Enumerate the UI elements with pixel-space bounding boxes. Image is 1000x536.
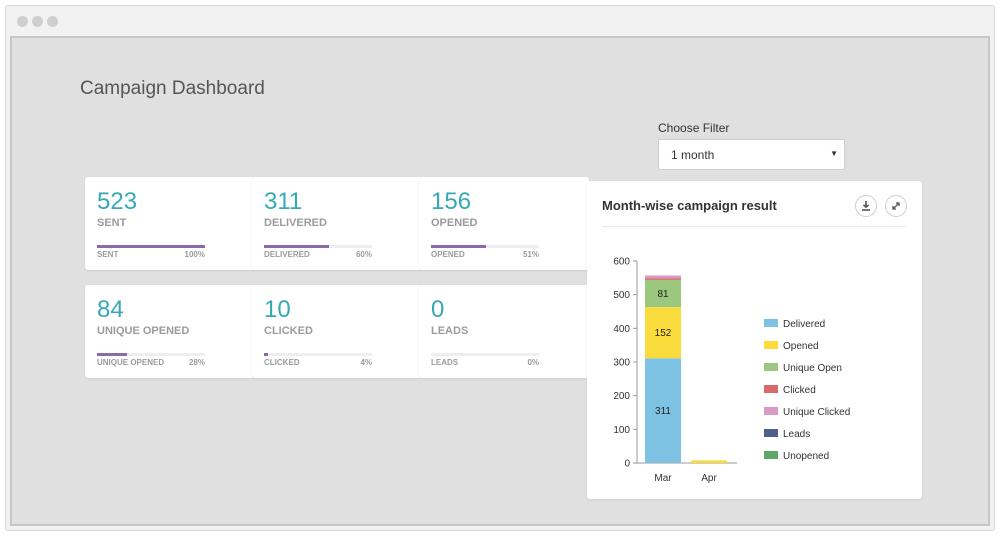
legend-label: Delivered [783, 319, 825, 330]
stat-label: CLICKED [264, 325, 313, 337]
expand-icon[interactable] [885, 195, 907, 217]
data-label: 152 [655, 328, 672, 339]
window-dot-icon [32, 16, 43, 27]
legend-swatch [764, 407, 778, 415]
stat-percent: 0% [527, 358, 539, 367]
stat-percent: 28% [188, 358, 205, 367]
data-label: 311 [655, 406, 671, 417]
stat-progress-fill [264, 245, 329, 248]
bar-segment [645, 307, 681, 359]
stat-card-sent: 523 SENT SENT 100% [85, 177, 255, 270]
stat-card-delivered: 311 DELIVERED DELIVERED 60% [252, 177, 422, 270]
page-title: Campaign Dashboard [80, 78, 265, 99]
stat-value: 0 [431, 296, 445, 323]
bar-segment [645, 275, 681, 279]
stat-progress-fill [97, 245, 205, 248]
chart-divider [602, 226, 907, 227]
bar-segment [645, 279, 681, 308]
stat-card-opened: 156 OPENED OPENED 51% [419, 177, 589, 270]
stat-value: 156 [431, 188, 472, 215]
stat-value: 523 [97, 188, 138, 215]
chart-title: Month-wise campaign result [602, 198, 777, 213]
bar-segment [645, 278, 681, 280]
bar-segment [645, 358, 681, 463]
stat-percent: 51% [522, 250, 539, 259]
stat-progress-track [264, 353, 372, 356]
stat-progress-track [97, 353, 205, 356]
legend-swatch [764, 385, 778, 393]
stat-percent: 100% [184, 250, 205, 259]
browser-window: Campaign Dashboard Choose Filter 1 month… [5, 5, 995, 531]
y-tick-label: 500 [613, 290, 630, 301]
y-tick-label: 100 [613, 425, 630, 436]
legend-label: Unique Open [783, 363, 842, 374]
stat-value: 84 [97, 296, 124, 323]
legend-swatch [764, 341, 778, 349]
download-icon[interactable] [855, 195, 877, 217]
stat-label: OPENED [431, 217, 478, 229]
legend-label: Unique Clicked [783, 407, 850, 418]
filter-selected-value: 1 month [671, 148, 715, 162]
y-tick-label: 0 [624, 459, 630, 470]
stat-label: DELIVERED [264, 217, 327, 229]
x-tick-label: Apr [701, 473, 717, 484]
stat-progress-fill [97, 353, 128, 356]
stat-progress-fill [431, 245, 487, 248]
stat-percent: 4% [360, 358, 372, 367]
legend-label: Unopened [783, 451, 829, 462]
stat-progress-fill [264, 353, 269, 356]
dashboard-content: Campaign Dashboard Choose Filter 1 month… [10, 36, 990, 526]
chart-panel: Month-wise campaign result 0 100 200 300 400… [587, 181, 922, 499]
chevron-down-icon: ▼ [830, 149, 838, 158]
stat-card-unique-opened: 84 UNIQUE OPENED UNIQUE OPENED 28% [85, 285, 255, 378]
stacked-bar-chart: 0 100 200 300 400 500 600 311 152 81 Mar Apr Deliver… [613, 257, 850, 485]
window-dot-icon [17, 16, 28, 27]
legend-swatch [764, 429, 778, 437]
stat-percent: 60% [355, 250, 372, 259]
stat-progress-track [97, 245, 205, 248]
legend-label: Leads [783, 429, 810, 440]
x-tick-label: Mar [654, 473, 672, 484]
stat-footer-label: CLICKED [264, 358, 300, 367]
stat-progress-track [431, 353, 539, 356]
stat-progress-track [264, 245, 372, 248]
data-label: 81 [657, 289, 669, 300]
stat-progress-track [431, 245, 539, 248]
filter-select[interactable]: 1 month ▼ [658, 139, 845, 170]
legend-swatch [764, 451, 778, 459]
legend-swatch [764, 319, 778, 327]
stat-footer-label: OPENED [431, 250, 465, 259]
y-tick-label: 400 [613, 324, 630, 335]
legend-label: Clicked [783, 385, 816, 396]
y-tick-label: 300 [613, 358, 630, 369]
y-tick-label: 600 [613, 257, 630, 268]
stat-card-clicked: 10 CLICKED CLICKED 4% [252, 285, 422, 378]
stat-value: 10 [264, 296, 291, 323]
filter-label: Choose Filter [658, 121, 730, 135]
stat-label: SENT [97, 217, 127, 229]
bar-segment [691, 460, 727, 463]
stat-label: UNIQUE OPENED [97, 325, 190, 337]
window-titlebar [6, 6, 994, 36]
stat-card-leads: 0 LEADS LEADS 0% [419, 285, 589, 378]
legend-swatch [764, 363, 778, 371]
stat-footer-label: SENT [97, 250, 119, 259]
stat-footer-label: DELIVERED [264, 250, 310, 259]
y-tick-label: 200 [613, 391, 630, 402]
stat-footer-label: UNIQUE OPENED [97, 358, 165, 367]
legend-label: Opened [783, 341, 819, 352]
stat-footer-label: LEADS [431, 358, 459, 367]
window-dot-icon [47, 16, 58, 27]
stat-value: 311 [264, 188, 303, 215]
stat-label: LEADS [431, 325, 469, 337]
